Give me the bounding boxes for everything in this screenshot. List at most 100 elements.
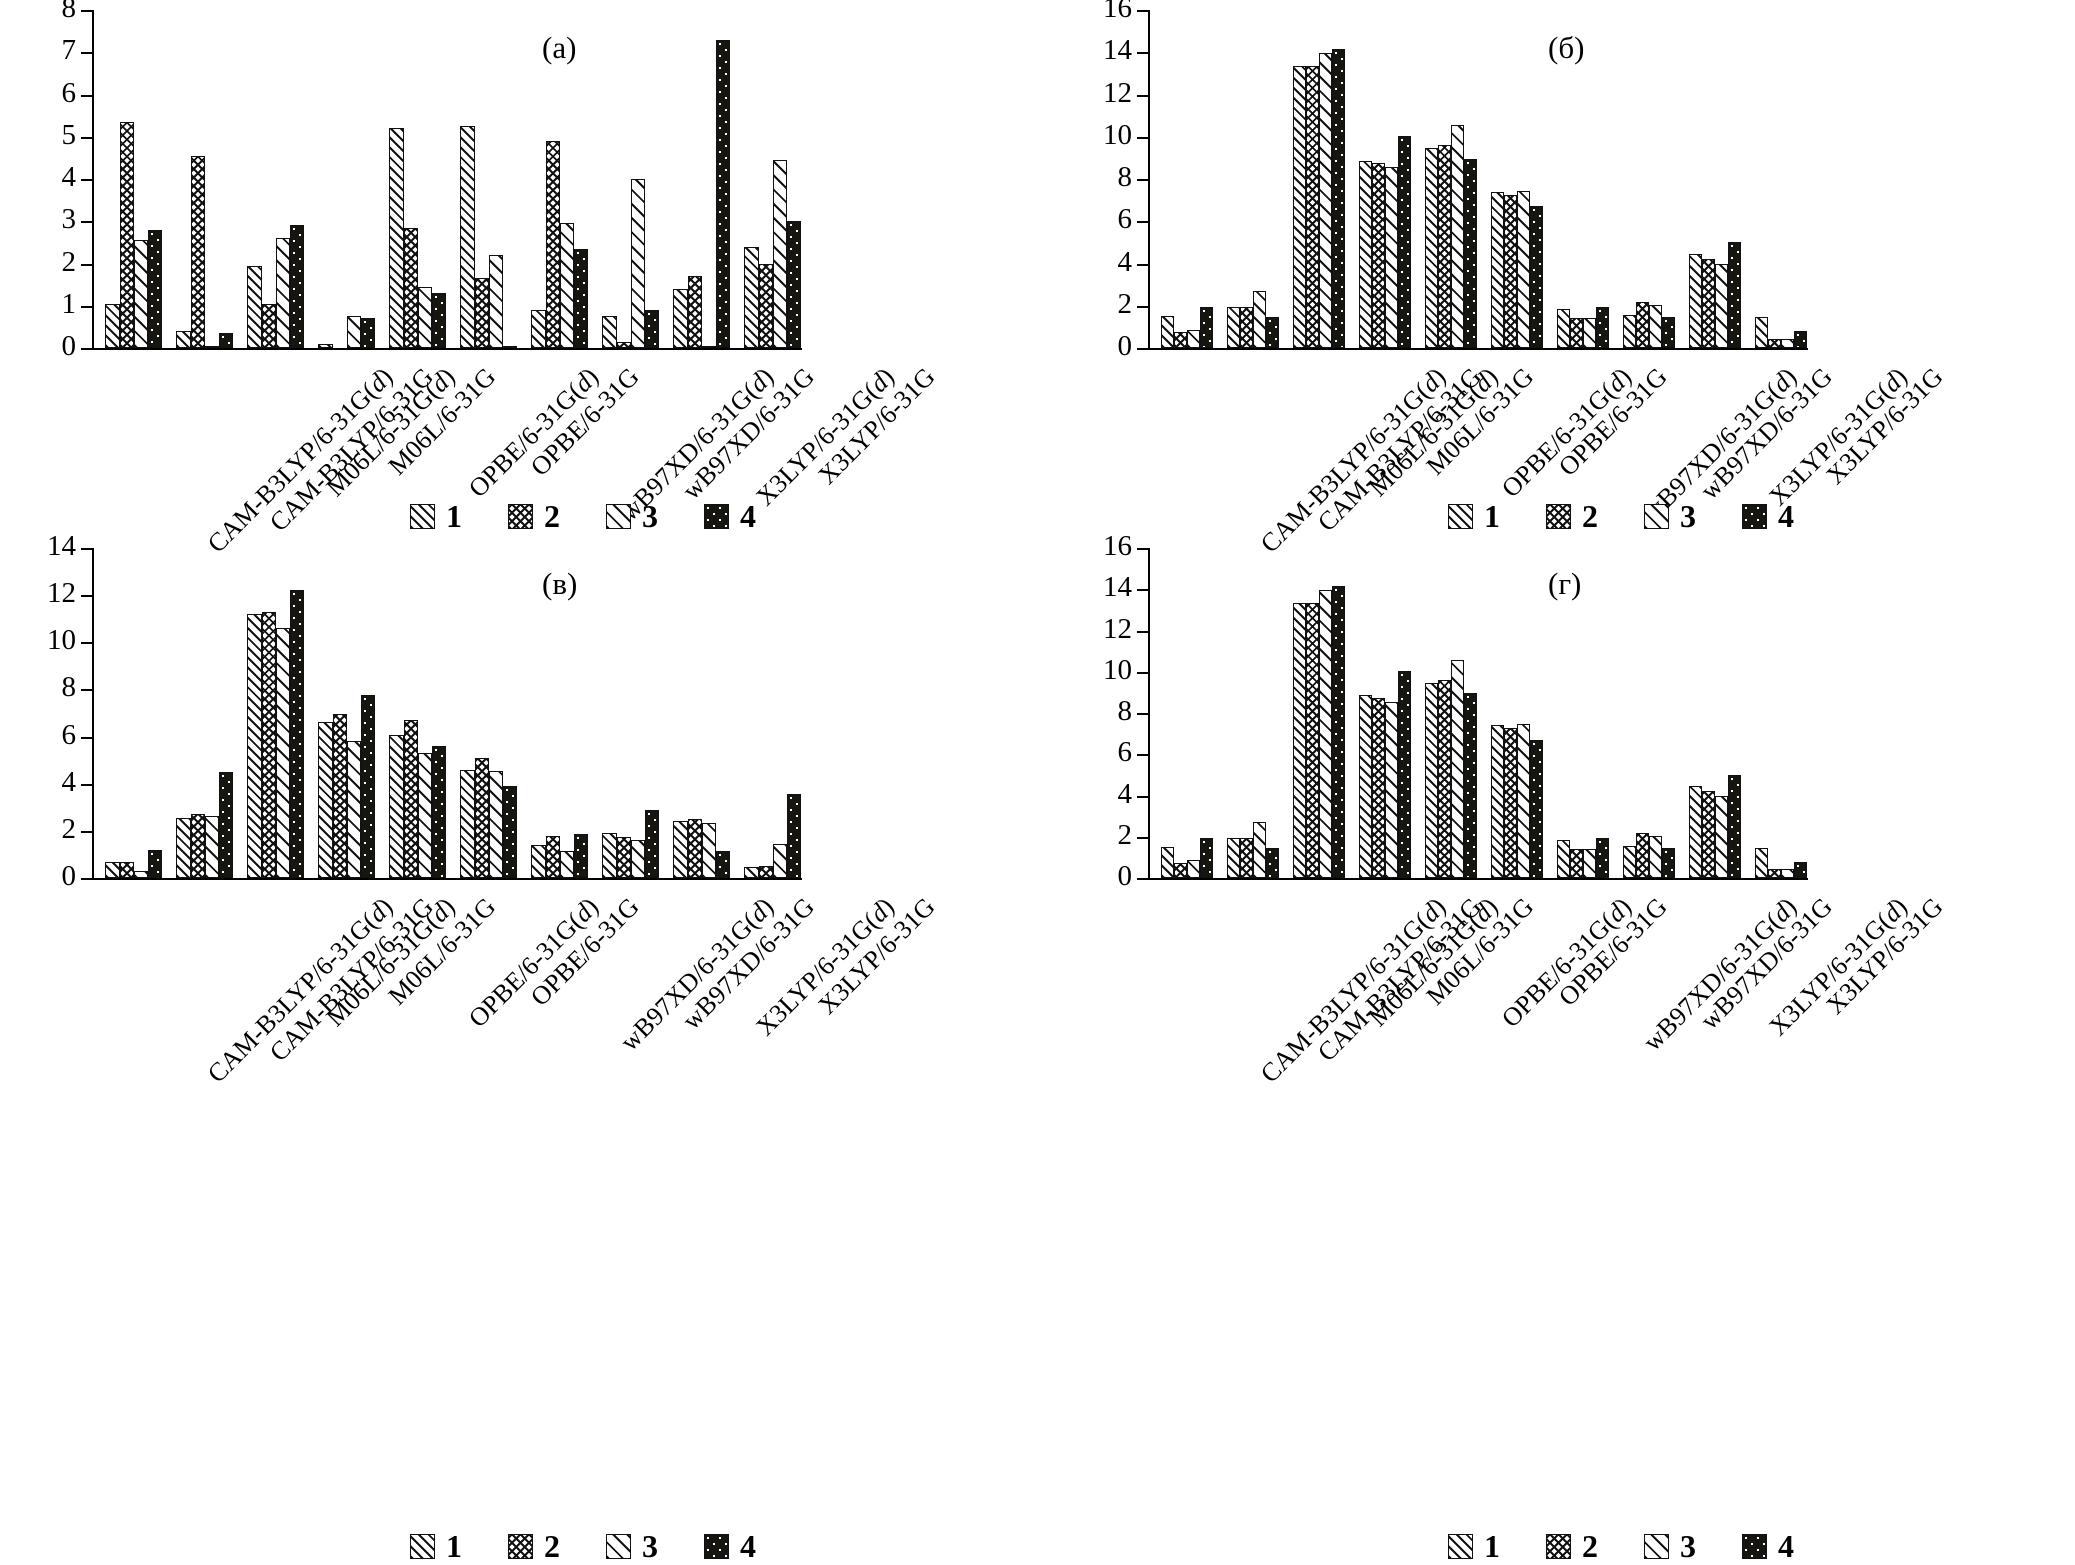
panel-b: 0 2 4 6 8 10 12 14 16 (б) CAM-B3LYP/6-31G(d) CAM-B3… [1103, 0, 1949, 558]
bar-group [1292, 10, 1345, 348]
bar-series-4 [1331, 586, 1345, 878]
legend: 1 2 3 4 [1448, 1528, 1840, 1565]
legend-item-2[interactable]: 2 [508, 498, 560, 535]
bar-series-4 [1199, 306, 1213, 348]
legend-label: 3 [1680, 1528, 1696, 1564]
y-axis [1148, 10, 1150, 350]
y-axis-tick-label: 8 [61, 671, 77, 704]
legend-item-3[interactable]: 3 [1644, 1528, 1696, 1565]
y-axis-tick [1137, 221, 1148, 224]
y-axis-tick-label: 0 [1117, 860, 1133, 892]
legend-label: 3 [642, 498, 658, 534]
y-axis-tick-label: 0 [61, 860, 77, 892]
x-axis [92, 878, 802, 880]
bar-group [602, 548, 660, 878]
y-axis-tick [81, 136, 92, 139]
bar-groups [94, 10, 802, 348]
bar-series-1 [176, 331, 191, 348]
bar-series-4 [1397, 135, 1411, 348]
legend-item-1[interactable]: 1 [1448, 1528, 1500, 1565]
legend-label: 4 [740, 1528, 756, 1564]
legend-label: 3 [642, 1528, 658, 1564]
bar-group [318, 10, 376, 348]
bar-series-2 [119, 861, 134, 878]
y-axis-tick [81, 783, 92, 786]
bar-group [1754, 10, 1807, 348]
y-axis-tick [1137, 348, 1148, 350]
legend-item-4[interactable]: 4 [704, 498, 756, 535]
bar-series-1 [1226, 306, 1240, 348]
bar-series-2 [1701, 259, 1715, 348]
legend-item-2[interactable]: 2 [1546, 1528, 1598, 1565]
y-axis-tick-label: 8 [61, 0, 77, 24]
legend-item-1[interactable]: 1 [410, 498, 462, 535]
y-axis-tick-label: 2 [61, 812, 77, 845]
bar-series-3 [1384, 167, 1398, 348]
bar-series-2 [1173, 862, 1187, 878]
bar-series-1 [460, 126, 475, 348]
bar-group [673, 548, 731, 878]
bar-series-1 [1292, 602, 1306, 878]
bar-series-4 [574, 248, 589, 348]
bar-series-3 [1714, 263, 1728, 348]
bar-series-4 [1463, 693, 1477, 878]
bar-series-2 [545, 140, 560, 348]
bar-series-2 [687, 276, 702, 348]
legend-item-3[interactable]: 3 [606, 498, 658, 535]
bar-series-2 [758, 263, 773, 348]
legend-item-2[interactable]: 2 [508, 1528, 560, 1565]
y-axis-tick [81, 595, 92, 598]
y-axis-tick [1137, 589, 1148, 592]
legend-item-4[interactable]: 4 [1742, 1528, 1794, 1565]
bar-series-3 [346, 316, 362, 348]
bar-group [531, 548, 589, 878]
bar-series-3 [275, 628, 291, 878]
bar-group [1556, 10, 1609, 348]
bar-series-2 [616, 341, 631, 348]
bar-series-4 [290, 225, 305, 348]
bar-series-3 [772, 160, 788, 348]
bar-series-1 [1226, 837, 1240, 878]
bar-group [1160, 10, 1213, 348]
legend-item-4[interactable]: 4 [704, 1528, 756, 1565]
bar-group [602, 10, 660, 348]
y-axis-tick-label: 12 [1103, 612, 1132, 645]
legend-swatch-icon [410, 504, 435, 529]
bar-series-4 [787, 794, 802, 878]
bar-series-4 [716, 850, 731, 878]
bar-series-1 [105, 861, 120, 878]
legend-item-4[interactable]: 4 [1742, 498, 1794, 535]
bar-series-1 [1754, 317, 1768, 348]
legend-label: 4 [1778, 1528, 1794, 1564]
bar-group [176, 548, 234, 878]
y-axis-tick [81, 221, 92, 224]
panel-letter: (г) [1548, 566, 1582, 601]
y-axis-tick [81, 689, 92, 692]
y-axis-tick-label: 4 [61, 765, 77, 798]
bar-series-2 [1701, 791, 1715, 878]
bar-series-3 [701, 822, 717, 878]
bar-series-1 [1490, 725, 1504, 878]
legend-item-1[interactable]: 1 [1448, 498, 1500, 535]
bar-series-3 [630, 840, 646, 878]
bar-series-4 [503, 345, 518, 348]
bar-group [1490, 548, 1543, 878]
bar-series-3 [1516, 724, 1530, 878]
y-axis-tick-label: 0 [61, 330, 77, 362]
legend-item-2[interactable]: 2 [1546, 498, 1598, 535]
legend-item-3[interactable]: 3 [1644, 498, 1696, 535]
bar-group [1358, 548, 1411, 878]
bar-series-1 [1556, 839, 1570, 878]
legend-item-3[interactable]: 3 [606, 1528, 658, 1565]
legend-swatch-icon [606, 1534, 631, 1559]
bar-group [176, 10, 234, 348]
bar-series-1 [247, 614, 262, 878]
bar-series-3 [1318, 53, 1332, 348]
y-axis [92, 10, 94, 350]
bar-series-1 [460, 769, 475, 878]
bar-series-2 [1437, 680, 1451, 878]
legend-item-1[interactable]: 1 [410, 1528, 462, 1565]
bar-series-4 [361, 695, 376, 878]
legend-swatch-icon [1546, 504, 1571, 529]
bar-series-2 [1437, 145, 1451, 348]
